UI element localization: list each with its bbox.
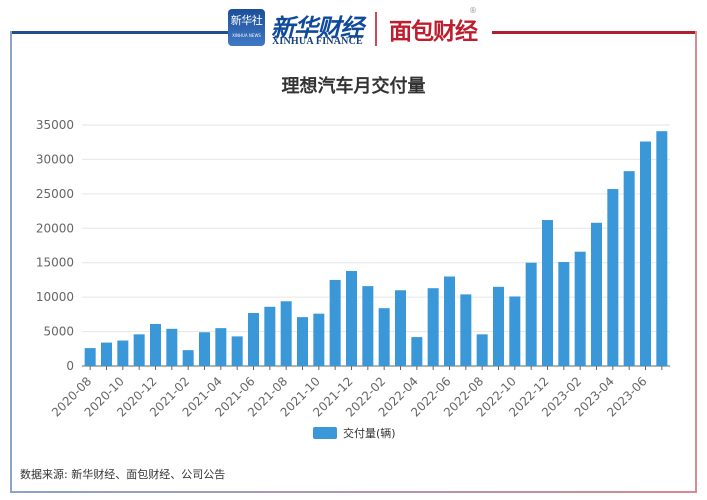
bar — [558, 262, 570, 366]
bar — [640, 141, 651, 366]
legend-swatch — [313, 427, 337, 439]
y-tick-label: 10000 — [36, 290, 74, 304]
frame-top-left-line — [10, 31, 235, 34]
bar — [607, 189, 619, 366]
bars — [84, 131, 668, 366]
bar — [493, 286, 504, 366]
bar — [101, 342, 112, 366]
bar — [542, 220, 553, 366]
xinhua-logo-badge: 新华社 XINHUA NEWS — [228, 9, 265, 46]
bar — [133, 334, 145, 366]
registered-mark-icon: ® — [469, 6, 477, 15]
bar — [231, 336, 243, 366]
y-tick-label: 25000 — [36, 187, 74, 201]
chart-title: 理想汽车月交付量 — [281, 76, 426, 97]
bar — [444, 276, 455, 366]
y-tick-label: 5000 — [43, 325, 74, 339]
bar — [525, 262, 537, 366]
bar — [395, 290, 406, 366]
bar — [656, 131, 668, 366]
mianbao-finance-logo: 面包财经 — [389, 19, 478, 45]
bar — [476, 334, 488, 366]
xinhua-logo-badge-subtext: XINHUA NEWS — [232, 33, 261, 38]
bar — [215, 328, 227, 366]
axes — [82, 365, 670, 370]
bar — [297, 317, 308, 366]
bar — [362, 286, 374, 366]
legend-label: 交付量(辆) — [343, 427, 396, 440]
xinhua-finance-logo-english: XINHUA FINANCE — [272, 36, 363, 47]
bar — [248, 312, 259, 366]
y-tick-label: 20000 — [36, 221, 74, 235]
bar — [378, 308, 390, 366]
bar — [427, 288, 439, 366]
data-source-note: 数据来源: 新华财经、面包财经、公司公告 — [20, 468, 226, 481]
y-tick-label: 35000 — [36, 118, 74, 132]
bar — [182, 350, 194, 366]
bar — [84, 348, 96, 366]
y-tick-label: 15000 — [36, 256, 74, 270]
bar — [329, 279, 341, 366]
bar — [411, 337, 423, 366]
bar — [509, 296, 521, 366]
frame-right-line — [695, 31, 697, 493]
bar — [166, 328, 178, 366]
bar — [574, 251, 586, 366]
frame-bottom-line — [10, 491, 697, 493]
y-tick-label: 0 — [66, 359, 74, 373]
bar — [280, 301, 292, 366]
bar — [264, 306, 276, 366]
y-tick-label: 30000 — [36, 152, 74, 166]
xinhua-finance-logo: 新华财经 — [271, 13, 364, 42]
bar — [346, 270, 357, 366]
bar — [117, 340, 129, 366]
bar — [623, 171, 635, 366]
tick-labels: 050001000015000200002500030000350002020-… — [36, 118, 650, 420]
bar — [199, 332, 210, 366]
bar — [460, 294, 472, 366]
logo-divider — [375, 12, 377, 46]
frame-top-right-line — [492, 31, 697, 34]
bar — [313, 313, 325, 366]
xinhua-logo-badge-text: 新华社 — [230, 14, 263, 27]
bar — [150, 323, 161, 366]
bar — [591, 222, 602, 366]
chart-legend: 交付量(辆) — [313, 426, 396, 440]
frame-left-line — [10, 31, 12, 493]
